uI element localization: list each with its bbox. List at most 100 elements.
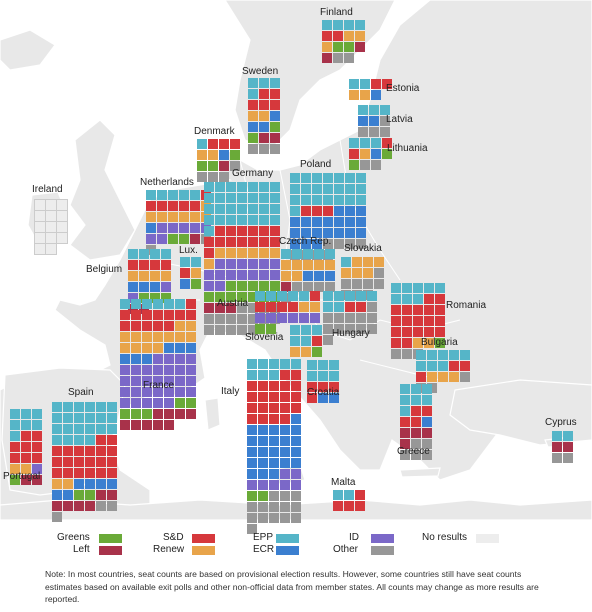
seat-cell-sd [74, 468, 84, 478]
seat-cell-left [164, 420, 174, 430]
seat-cell-other [367, 302, 377, 312]
seat-cell-id [168, 223, 178, 233]
seat-cell-id [128, 293, 138, 303]
seat-cell-ecr [371, 149, 381, 159]
seat-cell-other [248, 144, 258, 154]
seat-cell-sd [269, 414, 279, 424]
country-label-romania: Romania [446, 300, 487, 311]
country-label-spain: Spain [68, 387, 94, 398]
country-label-finland: Finland [320, 7, 353, 18]
seat-cell-sd [120, 310, 130, 320]
seat-cell-other [380, 127, 390, 137]
seat-cell-id [157, 234, 167, 244]
seat-cell-ecr [85, 479, 95, 489]
seat-cell-greens [191, 279, 201, 289]
legend-label-greens: Greens [57, 532, 90, 543]
seat-cell-sd [10, 453, 20, 463]
seat-cell-ecr [329, 393, 339, 403]
seat-cell-other [230, 161, 240, 171]
seat-cell-ecr [334, 217, 344, 227]
seat-cell-greens [179, 234, 189, 244]
seat-cell-epp [460, 350, 470, 360]
seat-cell-other [226, 314, 236, 324]
seat-cell-ecr [334, 228, 344, 238]
seat-cell-other [367, 324, 377, 334]
seat-cell-other [204, 314, 214, 324]
seat-cell-left [226, 303, 236, 313]
seat-cell-renew [248, 111, 258, 121]
seat-cell-other [237, 314, 247, 324]
seat-cell-renew [21, 464, 31, 474]
seat-cell-renew [281, 271, 291, 281]
seat-cell-epp [270, 182, 280, 192]
seat-cell-ecr [107, 479, 117, 489]
seat-cell-ecr [269, 469, 279, 479]
seat-cell-epp [226, 215, 236, 225]
seat-cell-greens [248, 292, 258, 302]
seat-cell-epp [301, 195, 311, 205]
seat-cell-epp [449, 350, 459, 360]
seat-cell-epp [411, 395, 421, 405]
seat-cell-sd [85, 468, 95, 478]
seat-cell-other [460, 372, 470, 382]
seat-cell-sd [258, 403, 268, 413]
seat-grid-sweden [248, 78, 280, 154]
seat-cell-sd [63, 457, 73, 467]
seat-cell-id [142, 387, 152, 397]
seat-cell-sd [186, 299, 196, 309]
seat-cell-left [190, 234, 200, 244]
seat-cell-greens [237, 292, 247, 302]
seat-cell-left [175, 409, 185, 419]
seat-cell-greens [168, 234, 178, 244]
seat-cell-ecr [291, 425, 301, 435]
seat-cell-left [552, 442, 562, 452]
seat-cell-sd [349, 149, 359, 159]
seat-cell-epp [400, 395, 410, 405]
seat-cell-sd [312, 206, 322, 216]
seat-cell-sd [96, 435, 106, 445]
seat-cell-epp [427, 361, 437, 371]
seat-cell-epp [301, 173, 311, 183]
seat-cell-renew [424, 338, 434, 348]
seat-cell-ecr [258, 458, 268, 468]
seat-cell-sd [416, 372, 426, 382]
seat-cell-epp [358, 105, 368, 115]
country-label-austria: Austria [217, 298, 249, 309]
country-label-ireland: Ireland [32, 184, 63, 195]
seat-cell-left [142, 420, 152, 430]
seat-cell-sd [74, 457, 84, 467]
seat-cell-epp [563, 431, 573, 441]
seat-cell-sd [96, 468, 106, 478]
seat-cell-epp [325, 249, 335, 259]
seat-cell-renew [146, 212, 156, 222]
seat-cell-other [269, 513, 279, 523]
seat-cell-renew [168, 212, 178, 222]
seat-cell-other [197, 172, 207, 182]
legend-swatch-id [371, 534, 394, 543]
seat-cell-epp [204, 215, 214, 225]
seat-cell-sd [424, 316, 434, 326]
seat-cell-id [164, 387, 174, 397]
seat-cell-epp [349, 79, 359, 89]
seat-cell-greens [248, 133, 258, 143]
seat-cell-id [226, 270, 236, 280]
seat-cell-sd [32, 453, 42, 463]
seat-cell-epp [270, 215, 280, 225]
seat-cell-id [288, 313, 298, 323]
country-label-estonia: Estonia [386, 83, 420, 94]
seat-cell-epp [131, 299, 141, 309]
seat-cell-sd [52, 446, 62, 456]
seat-cell-no-results [34, 243, 46, 255]
seat-cell-other [323, 239, 333, 249]
seat-cell-other [402, 349, 412, 359]
seat-cell-renew [128, 271, 138, 281]
seat-cell-greens [258, 491, 268, 501]
seat-cell-epp [248, 215, 258, 225]
seat-cell-renew [190, 212, 200, 222]
seat-grid-ireland [34, 199, 68, 255]
seat-cell-sd [107, 446, 117, 456]
seat-cell-sd [318, 382, 328, 392]
seat-cell-greens [161, 293, 171, 303]
seat-cell-epp [334, 195, 344, 205]
seat-cell-sd [21, 442, 31, 452]
